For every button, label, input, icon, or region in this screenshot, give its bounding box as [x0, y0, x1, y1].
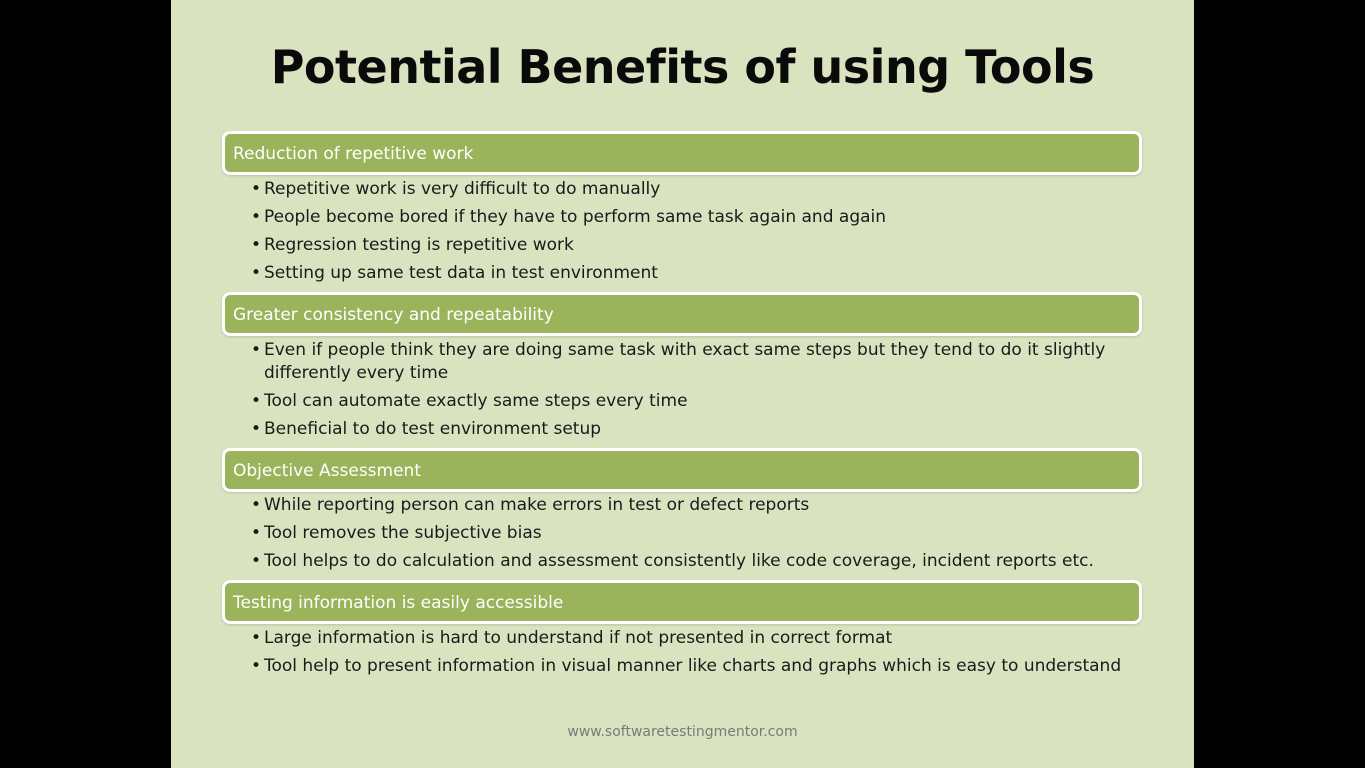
section-header-label: Testing information is easily accessible [233, 593, 564, 613]
bullet-list-accessible: • Large information is hard to understand… [251, 627, 1131, 683]
bullet-item: • Setting up same test data in test envir… [251, 263, 658, 283]
slide-title: Potential Benefits of using Tools [270, 40, 1095, 94]
bullet-icon: • [251, 207, 262, 227]
bullet-icon: • [251, 263, 262, 283]
slide: Potential Benefits of using Tools Reduct… [171, 0, 1194, 768]
footer-url: www.softwaretestingmentor.com [567, 724, 798, 740]
bullet-icon: • [251, 179, 262, 199]
bullet-item: • Large information is hard to understand… [251, 628, 893, 648]
bullet-item: • While reporting person can make errors … [251, 495, 810, 515]
section-header-consistency: Greater consistency and repeatability [222, 292, 1142, 336]
bullet-icon: • [251, 495, 262, 515]
bullet-icon: • [251, 340, 262, 360]
bullet-icon: • [251, 523, 262, 543]
bullet-icon: • [251, 235, 262, 255]
section-header-accessible: Testing information is easily accessible [222, 580, 1142, 624]
bullet-icon: • [251, 628, 262, 648]
section-header-label: Objective Assessment [233, 461, 421, 481]
section-header-label: Reduction of repetitive work [233, 144, 474, 164]
bullet-list-reduction: • Repetitive work is very difficult to do… [251, 178, 1131, 290]
bullet-icon: • [251, 656, 262, 676]
bullet-item: • Regression testing is repetitive work [251, 235, 574, 255]
bullet-item: • Tool help to present information in vis… [251, 656, 1122, 676]
bullet-item: • Even if people think they are doing sam… [251, 340, 1106, 383]
bullet-item: • Tool removes the subjective bias [251, 523, 542, 543]
section-header-reduction: Reduction of repetitive work [222, 131, 1142, 175]
bullet-item: • Tool can automate exactly same steps ev… [251, 391, 688, 411]
bullet-item: • Tool helps to do calculation and assess… [251, 551, 1094, 571]
bullet-item: • Beneficial to do test environment setup [251, 419, 602, 439]
bullet-list-objective: • While reporting person can make errors … [251, 494, 1131, 578]
bullet-icon: • [251, 551, 262, 571]
bullet-icon: • [251, 391, 262, 411]
bullet-item: • People become bored if they have to per… [251, 207, 887, 227]
section-header-label: Greater consistency and repeatability [233, 305, 554, 325]
section-header-objective: Objective Assessment [222, 448, 1142, 492]
bullet-item: • Repetitive work is very difficult to do… [251, 179, 661, 199]
bullet-list-consistency: • Even if people think they are doing sam… [251, 339, 1131, 446]
bullet-icon: • [251, 419, 262, 439]
